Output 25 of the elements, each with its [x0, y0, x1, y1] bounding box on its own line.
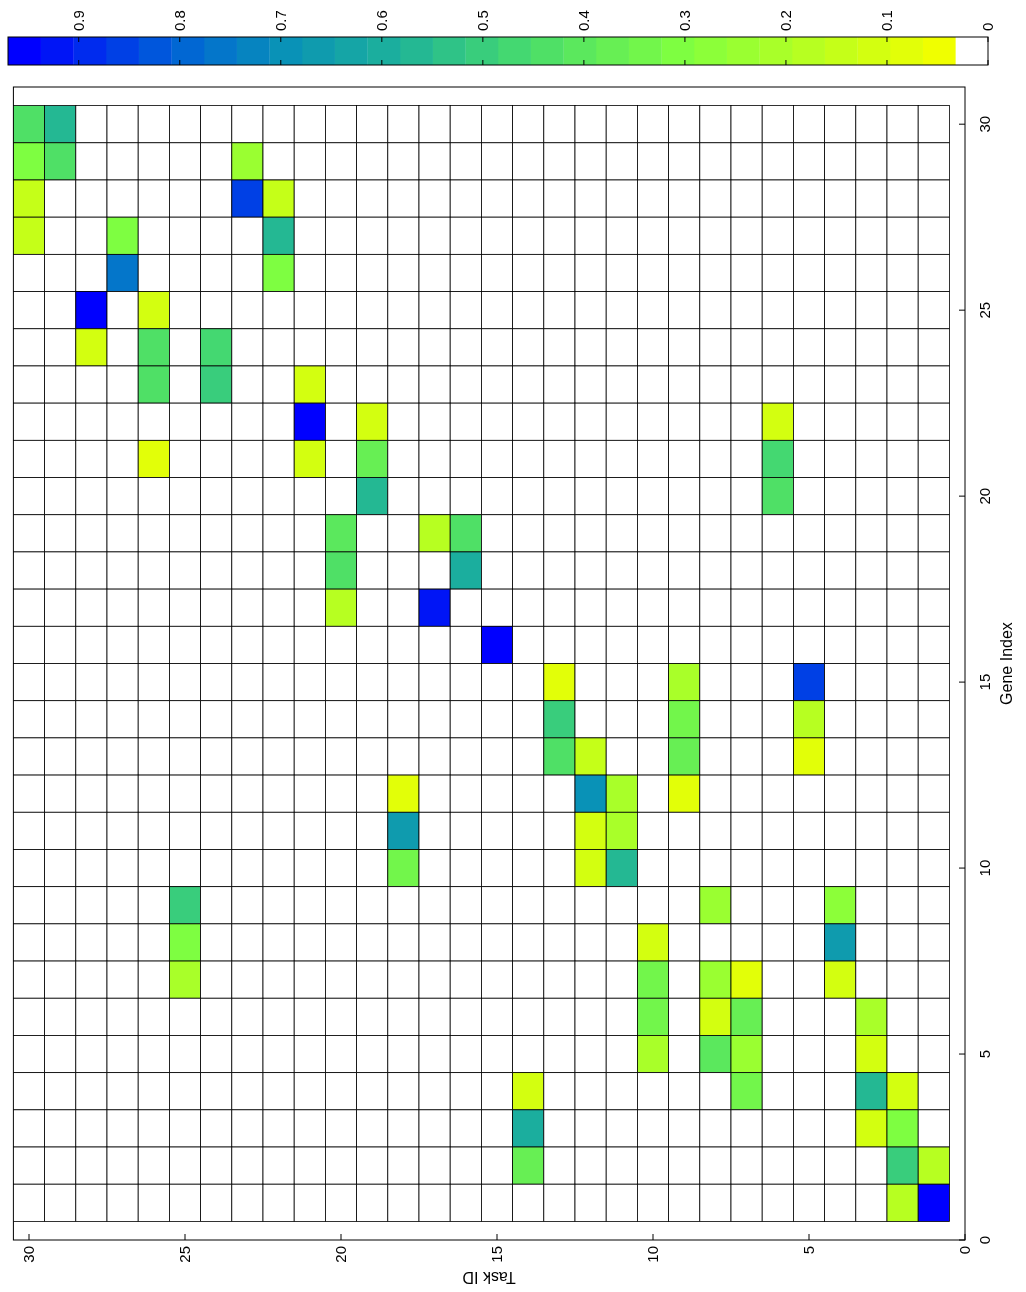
x-tick-label: 0 [956, 1246, 974, 1255]
x-tick-label: 5 [800, 1246, 818, 1255]
x-tick-label: 30 [20, 1246, 38, 1263]
y-tick-label: 25 [976, 301, 993, 319]
x-tick-label: 15 [488, 1246, 506, 1263]
color-bar-label: 0.7 [272, 10, 290, 31]
y-tick-label: 30 [976, 115, 993, 133]
color-bar-label: 0.9 [69, 10, 87, 31]
y-tick-label: 5 [976, 1049, 993, 1059]
y-axis-title: Gene Index [998, 622, 1015, 705]
y-tick-label: 0 [976, 1235, 993, 1245]
color-bar-label: 0.8 [171, 10, 188, 31]
color-bar-label: 0.3 [676, 10, 694, 31]
x-tick-label: 25 [176, 1246, 194, 1263]
y-tick-label: 15 [976, 673, 993, 691]
x-tick-label: 20 [332, 1246, 350, 1263]
y-tick-label: 20 [976, 487, 993, 505]
color-bar-label: 0.6 [373, 10, 391, 31]
color-bar-label: 0.2 [777, 10, 795, 31]
x-tick-label: 10 [644, 1246, 662, 1263]
color-bar-label: 0.1 [878, 10, 896, 31]
color-bar-label: 0.5 [474, 10, 492, 31]
color-bar-label: 0.4 [575, 10, 593, 31]
y-tick-label: 10 [976, 859, 993, 877]
x-axis-title: Task ID [462, 1269, 516, 1286]
